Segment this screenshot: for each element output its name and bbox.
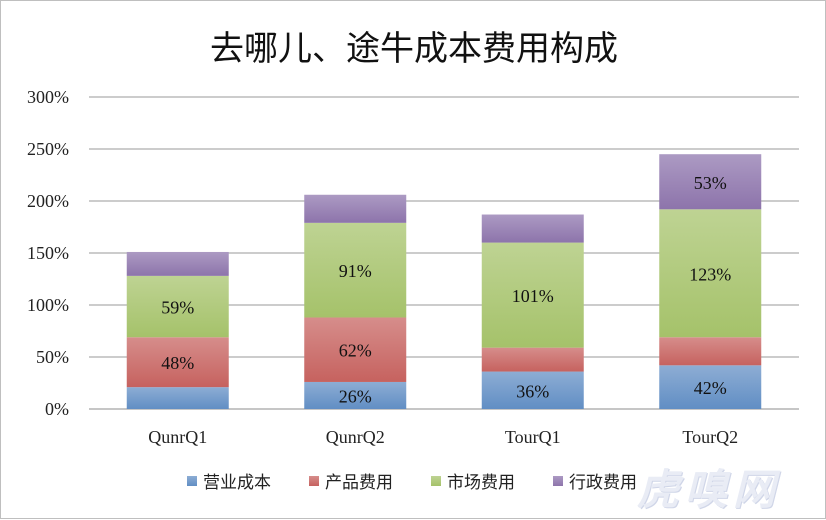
bar-segment xyxy=(659,337,762,366)
data-label: 59% xyxy=(161,298,194,318)
bar-segment xyxy=(304,317,407,382)
legend-label: 营业成本 xyxy=(203,473,271,493)
data-label: 91% xyxy=(339,261,372,281)
legend-label: 产品费用 xyxy=(325,473,393,493)
bar-segment xyxy=(481,214,584,243)
data-label: 62% xyxy=(339,341,372,361)
data-label: 53% xyxy=(694,173,727,193)
bar-segment xyxy=(659,365,762,409)
bar-segment xyxy=(304,222,407,318)
legend-label: 行政费用 xyxy=(569,473,637,493)
bar-segment xyxy=(126,337,229,388)
watermark-logo: 虎嗅网 xyxy=(637,465,782,514)
data-label: 26% xyxy=(339,386,372,406)
data-label: 123% xyxy=(689,264,731,284)
legend-swatch xyxy=(187,476,197,486)
bar-segment xyxy=(481,242,584,348)
legend-swatch xyxy=(431,476,441,486)
chart-title: 去哪儿、途牛成本费用构成 xyxy=(210,29,618,69)
x-tick-label: QunrQ1 xyxy=(148,427,207,447)
legend-swatch xyxy=(309,476,319,486)
bar-segment xyxy=(126,387,229,409)
data-label: 101% xyxy=(512,286,554,306)
y-tick-label: 250% xyxy=(27,139,69,159)
bar-segment xyxy=(481,371,584,409)
bar-segment xyxy=(304,381,407,409)
x-tick-label: QunrQ2 xyxy=(326,427,385,447)
x-tick-label: TourQ1 xyxy=(505,427,561,447)
bar-segment xyxy=(304,194,407,223)
y-tick-label: 100% xyxy=(27,295,69,315)
data-label: 48% xyxy=(161,353,194,373)
data-label: 42% xyxy=(694,378,727,398)
y-tick-label: 200% xyxy=(27,191,69,211)
y-tick-label: 300% xyxy=(27,87,69,107)
data-label: 36% xyxy=(516,381,549,401)
bar-segment xyxy=(126,275,229,338)
bar-segment xyxy=(126,251,229,276)
y-tick-label: 50% xyxy=(36,347,69,367)
x-tick-label: TourQ2 xyxy=(682,427,738,447)
y-tick-label: 0% xyxy=(45,399,69,419)
bar-segment xyxy=(659,209,762,338)
y-tick-label: 150% xyxy=(27,243,69,263)
legend-swatch xyxy=(553,476,563,486)
legend-label: 市场费用 xyxy=(447,473,515,493)
bar-segment xyxy=(481,347,584,372)
bar-segment xyxy=(659,154,762,210)
